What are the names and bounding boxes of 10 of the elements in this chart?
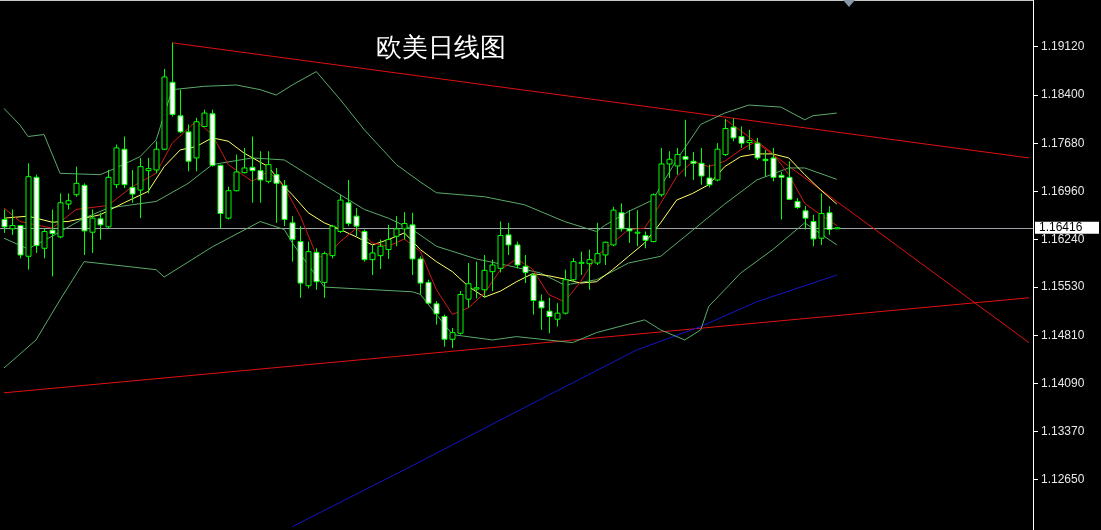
y-tick-label: 1.18400 xyxy=(1041,87,1085,102)
y-tick-label: 1.14090 xyxy=(1041,375,1085,390)
y-tick-label: 1.12650 xyxy=(1041,472,1085,487)
text: 欧美日线图 xyxy=(376,31,506,64)
y-tick-label: 1.16960 xyxy=(1041,183,1085,198)
y-tick-label: 1.19120 xyxy=(1041,39,1085,54)
y-tick-label: 1.14810 xyxy=(1041,327,1085,342)
y-tick-label: 1.13370 xyxy=(1041,423,1085,438)
y-tick-label: 1.15530 xyxy=(1041,279,1085,294)
y-tick-label: 1.17680 xyxy=(1041,135,1085,150)
